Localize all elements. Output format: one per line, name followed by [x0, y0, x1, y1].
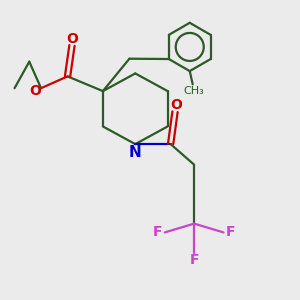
Text: O: O [29, 84, 41, 98]
Text: O: O [171, 98, 182, 112]
Text: F: F [189, 254, 199, 267]
Text: O: O [66, 32, 78, 46]
Text: F: F [153, 225, 162, 239]
Text: F: F [226, 225, 236, 239]
Text: CH₃: CH₃ [184, 86, 205, 96]
Text: N: N [129, 146, 142, 160]
